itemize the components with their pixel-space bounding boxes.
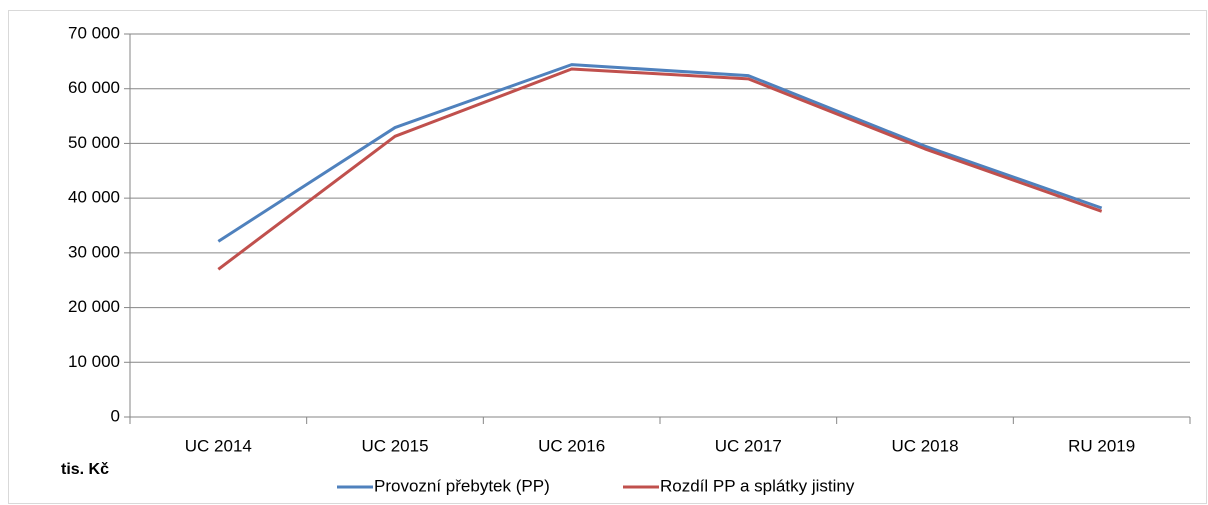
y-axis-label: tis. Kč [61, 461, 109, 478]
legend-label: Provozní přebytek (PP) [374, 476, 550, 495]
y-tick-label: 60 000 [68, 78, 120, 97]
y-tick-label: 50 000 [68, 133, 120, 152]
y-tick-label: 20 000 [68, 297, 120, 316]
x-tick-label: UC 2014 [185, 436, 252, 455]
x-tick-label: UC 2015 [361, 436, 428, 455]
y-tick-label: 0 [111, 406, 120, 425]
y-tick-label: 70 000 [68, 23, 120, 42]
y-tick-label: 30 000 [68, 242, 120, 261]
x-tick-label: UC 2017 [715, 436, 782, 455]
line-series [217, 67, 1103, 271]
x-tick-label: RU 2019 [1068, 436, 1135, 455]
line-series [217, 63, 1103, 243]
legend-label: Rozdíl PP a splátky jistiny [660, 476, 855, 495]
y-tick-label: 40 000 [68, 188, 120, 207]
x-tick-label: UC 2018 [891, 436, 958, 455]
chart-frame [8, 10, 1207, 504]
x-tick-label: UC 2016 [538, 436, 605, 455]
y-tick-label: 10 000 [68, 352, 120, 371]
